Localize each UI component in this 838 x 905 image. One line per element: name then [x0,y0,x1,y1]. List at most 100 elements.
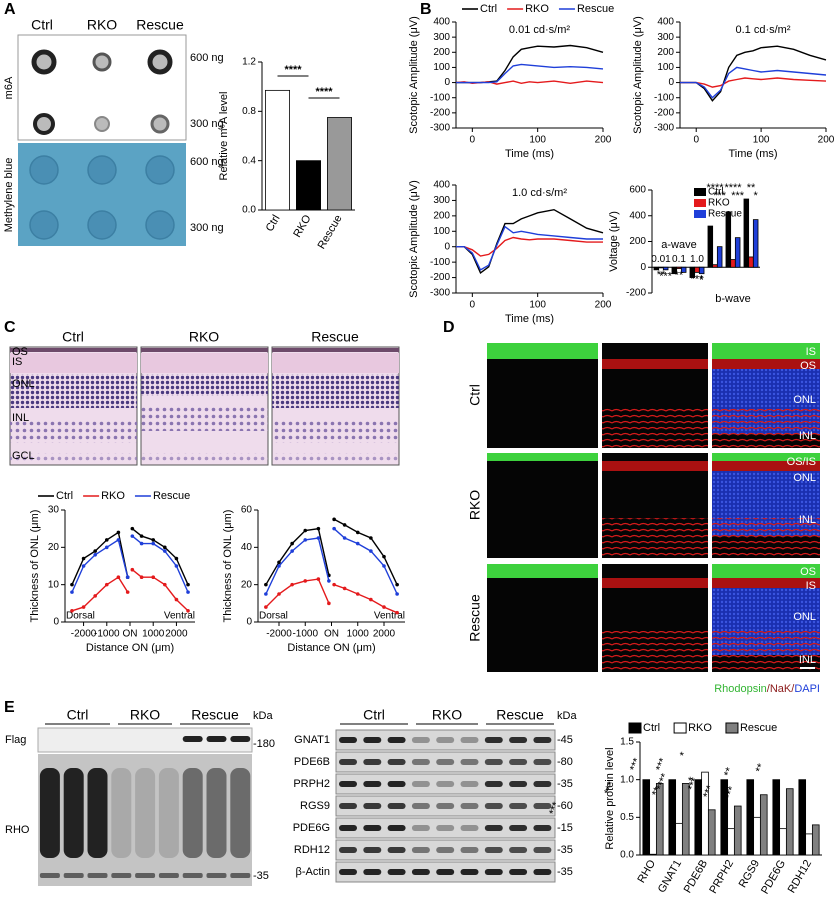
band [460,869,479,875]
band [363,803,382,809]
band [533,869,552,875]
point [104,538,109,542]
legend-swatch [628,722,642,734]
dot [145,210,175,240]
band [484,869,503,875]
significance: *** [701,783,717,800]
bar [734,237,741,268]
x-tick-label: 200 [595,135,612,146]
rpe-layer [10,348,137,352]
point [382,554,386,559]
y-tick-label: 200 [433,47,450,58]
rhodopsin-layer [712,453,820,461]
legend-swatch [694,199,706,207]
band [436,759,455,765]
bar [725,211,732,268]
y-axis-label: Scotopic Amplitude (μV) [408,16,420,134]
significance: **** [721,784,738,805]
significance: * [700,275,705,287]
line [265,518,398,586]
nak-layer [602,578,708,588]
dot [145,155,175,185]
end-label: Dorsal [66,611,95,622]
significance: *** [654,756,670,773]
significance: *** [731,190,745,202]
point [316,577,321,581]
legend-label: Ctrl [56,490,73,502]
point [93,594,97,598]
bar [805,833,813,856]
band [411,759,430,765]
y-tick-label: 400 [433,17,450,28]
blot-strip [335,817,556,839]
point [151,538,156,542]
band [509,825,528,831]
stain-label: Methylene blue [3,158,15,233]
bar [730,259,736,268]
band [206,768,227,858]
x-tick-label: 2000 [373,629,396,640]
y-tick-label: 1.0 [620,774,634,785]
layer-label: ONL [12,378,35,390]
legend-swatch [694,210,706,218]
rhodopsin-layer [487,564,598,578]
row-label: PRPH2 [293,778,330,790]
band [387,803,406,809]
y-axis-label: Relative m⁶A level [218,92,230,181]
y-tick-label: -100 [430,92,450,103]
line [71,528,189,585]
y-tick-label: 0 [53,617,59,628]
x-tick-label: 200 [818,135,835,146]
onl-layer [272,374,399,408]
point [139,541,144,546]
bar [707,225,714,268]
group-label: b-wave [715,293,750,305]
bar [752,219,759,268]
legend-part: /NaK/ [767,683,795,695]
significance: **** [284,64,302,76]
x-tick-label: 2000 [165,629,188,640]
band [339,759,357,765]
group-label: RKO [130,707,160,723]
layer-label: OS [12,346,28,358]
group-label: Ctrl [67,707,89,723]
panel-label: A [4,1,16,18]
size-marker: -15 [557,822,573,834]
band [387,737,406,743]
layer-label: INL [799,654,816,666]
x-axis-label: Time (ms) [505,313,554,325]
row-label: Rescue [467,594,483,642]
band [206,736,227,742]
legend-label: RKO [688,722,712,734]
band [411,869,430,875]
panel-label: B [420,1,432,18]
point [264,582,268,587]
y-tick-label: -200 [654,107,674,118]
band [230,768,251,858]
y-tick-label: -100 [430,257,450,268]
band [39,768,60,858]
onl-layer [10,374,137,408]
dot-blot: Ctrl RKO Rescue m6A Methylene blue 600 n… [3,17,224,246]
x-tick-label: 1.0 [690,254,704,265]
point [355,541,360,546]
band [63,873,84,878]
group-label: Rescue [191,707,239,723]
x-tick-label: ON [123,629,138,640]
size-marker: -35 [557,844,573,856]
significance: *** [686,776,702,793]
x-tick-label: ON [324,629,339,640]
y-tick-label: 0 [444,241,450,252]
size-marker: -35 [557,866,573,878]
point [277,592,281,596]
band [411,737,430,743]
point [116,530,121,535]
y-tick-label: -200 [430,272,450,283]
significance: *** [628,756,644,773]
y-tick-label: -300 [430,123,450,134]
bar [327,117,352,211]
x-tick-label: RHO [635,858,658,886]
fluorescence-image [487,453,598,558]
point [264,605,268,609]
